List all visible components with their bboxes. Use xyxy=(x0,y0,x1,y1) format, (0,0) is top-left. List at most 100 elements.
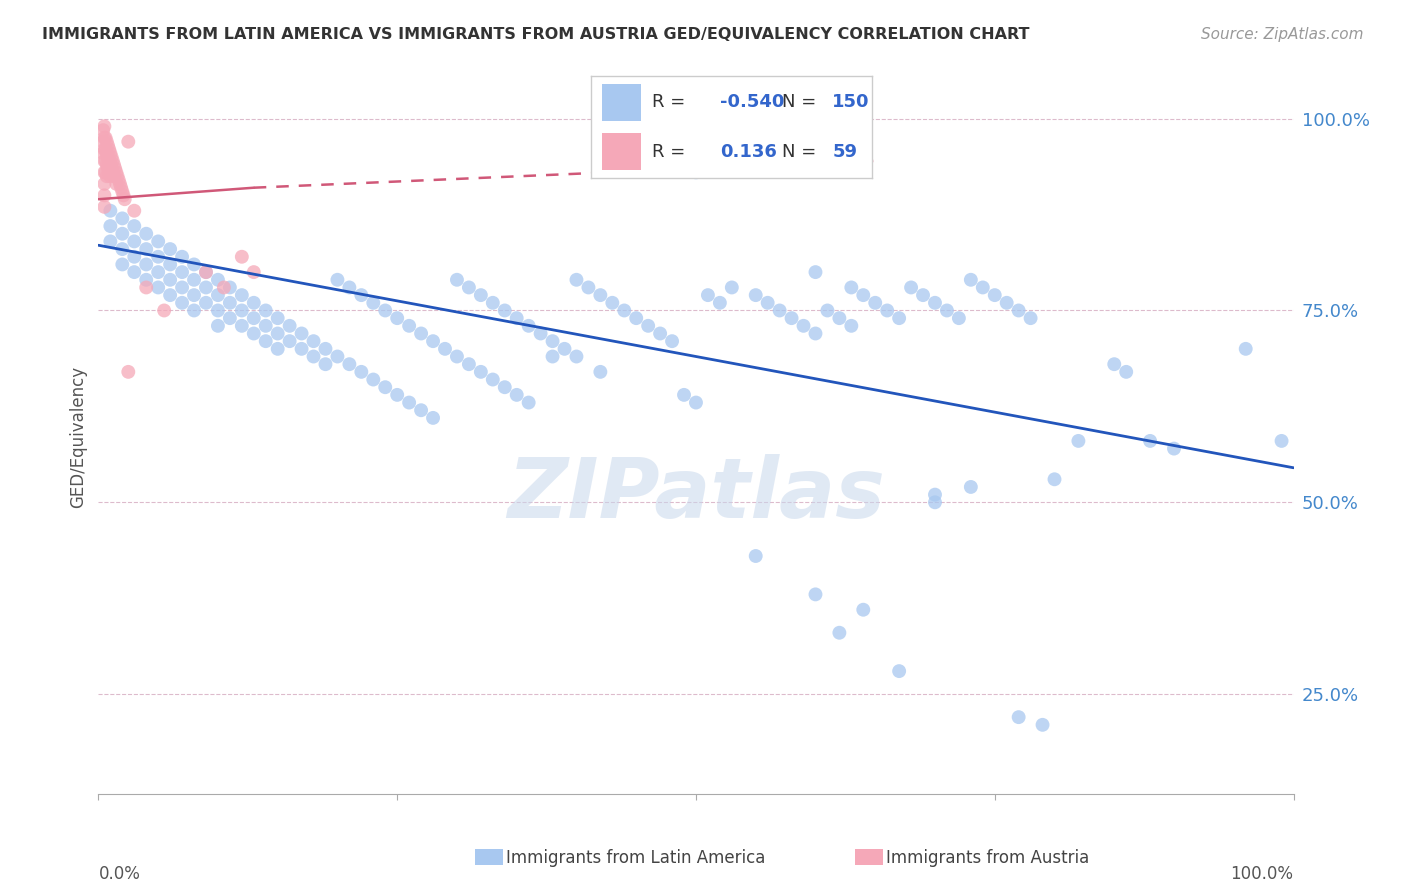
Point xyxy=(98,203,122,218)
Point xyxy=(828,625,851,640)
Point xyxy=(458,280,481,294)
Point xyxy=(97,138,120,153)
Point xyxy=(1115,365,1137,379)
Point xyxy=(350,288,373,302)
Point xyxy=(254,334,277,348)
Point xyxy=(924,295,946,310)
Point xyxy=(159,288,181,302)
Point xyxy=(107,173,129,187)
Point xyxy=(1271,434,1294,448)
Point xyxy=(494,303,516,318)
Point xyxy=(924,488,946,502)
Point xyxy=(841,318,863,333)
Point xyxy=(1163,442,1185,456)
Point xyxy=(626,311,648,326)
Point xyxy=(219,280,242,294)
Point xyxy=(103,169,125,184)
Point xyxy=(363,372,385,386)
Point xyxy=(124,250,146,264)
Point xyxy=(960,273,983,287)
Point xyxy=(108,177,131,191)
Point xyxy=(111,242,134,256)
Point xyxy=(815,303,838,318)
Point xyxy=(422,410,444,425)
Point xyxy=(1032,718,1054,732)
Point xyxy=(470,365,492,379)
Point xyxy=(135,280,157,294)
Point xyxy=(195,265,218,279)
Point xyxy=(446,350,468,364)
Point xyxy=(172,265,194,279)
Point xyxy=(589,288,612,302)
Point xyxy=(153,303,176,318)
Point xyxy=(98,235,122,249)
Point xyxy=(995,295,1018,310)
Point xyxy=(91,135,114,149)
Point xyxy=(804,326,827,341)
Point xyxy=(93,142,115,156)
Point xyxy=(1043,472,1066,486)
Text: Immigrants from Austria: Immigrants from Austria xyxy=(886,849,1090,867)
Point xyxy=(828,311,851,326)
Point xyxy=(589,365,612,379)
Point xyxy=(91,146,114,161)
Point xyxy=(148,235,170,249)
Point xyxy=(578,280,600,294)
Point xyxy=(422,334,444,348)
Text: R =: R = xyxy=(652,94,686,112)
Point xyxy=(148,280,170,294)
Point xyxy=(172,280,194,294)
Point xyxy=(554,342,576,356)
Point xyxy=(96,135,118,149)
Point xyxy=(183,303,205,318)
Point xyxy=(756,295,779,310)
Point xyxy=(374,380,396,394)
Point xyxy=(517,395,540,409)
Point xyxy=(111,257,134,271)
Point xyxy=(183,257,205,271)
Point xyxy=(94,165,117,179)
Point xyxy=(613,303,636,318)
Point xyxy=(243,311,266,326)
Point xyxy=(541,350,564,364)
Point xyxy=(315,342,337,356)
Point xyxy=(339,357,361,371)
Point xyxy=(243,326,266,341)
Point xyxy=(207,288,229,302)
Point xyxy=(148,265,170,279)
Point xyxy=(98,165,121,179)
Point xyxy=(685,395,707,409)
Point xyxy=(207,273,229,287)
Point xyxy=(107,169,129,184)
Point xyxy=(1008,303,1031,318)
Point xyxy=(924,495,946,509)
Point xyxy=(1067,434,1090,448)
Point xyxy=(254,318,277,333)
Point xyxy=(291,342,314,356)
Point xyxy=(936,303,959,318)
Point xyxy=(481,372,505,386)
Point xyxy=(673,388,696,402)
Point xyxy=(339,280,361,294)
Point xyxy=(207,318,229,333)
Point xyxy=(112,188,135,202)
Point xyxy=(98,158,122,172)
Point xyxy=(172,250,194,264)
Point xyxy=(93,153,115,168)
Point xyxy=(219,311,242,326)
Point xyxy=(135,257,157,271)
Point xyxy=(124,235,146,249)
Point xyxy=(302,334,325,348)
Point xyxy=(111,211,134,226)
Point xyxy=(565,350,588,364)
Point xyxy=(98,146,122,161)
Point xyxy=(103,158,125,172)
Text: N =: N = xyxy=(782,94,815,112)
Point xyxy=(900,280,922,294)
Text: Source: ZipAtlas.com: Source: ZipAtlas.com xyxy=(1201,27,1364,42)
Point xyxy=(385,311,409,326)
Point xyxy=(124,265,146,279)
Point xyxy=(117,135,139,149)
Point xyxy=(541,334,564,348)
Point xyxy=(135,227,157,241)
